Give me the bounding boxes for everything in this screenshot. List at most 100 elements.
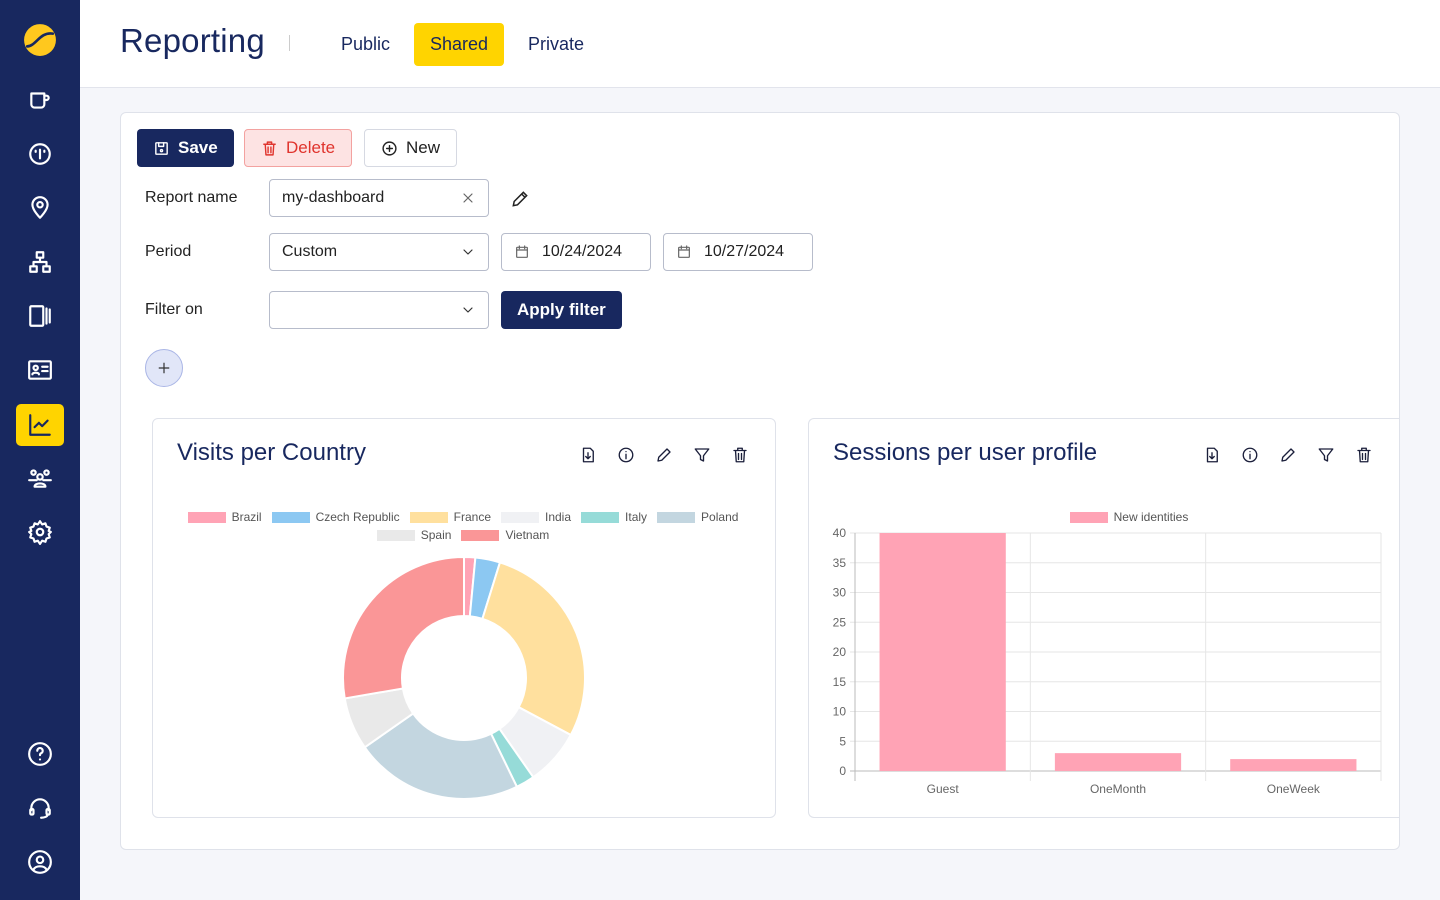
- support-icon[interactable]: [16, 787, 64, 829]
- cup-icon[interactable]: [16, 79, 64, 121]
- period-label: Period: [145, 243, 192, 260]
- legend-item[interactable]: Spain: [376, 528, 451, 542]
- legend-label: India: [545, 510, 572, 524]
- legend-swatch: [376, 529, 415, 541]
- delete-button[interactable]: Delete: [244, 129, 353, 167]
- y-tick-label: 5: [839, 734, 846, 748]
- chart-legend: New identities: [809, 510, 1399, 524]
- add-widget-button[interactable]: [145, 349, 183, 387]
- y-tick-label: 10: [833, 705, 847, 719]
- info-icon[interactable]: [615, 444, 637, 466]
- legend-label: New identities: [1113, 510, 1189, 524]
- widget-title: Sessions per user profile: [833, 439, 1098, 466]
- x-tick-label: Guest: [927, 782, 960, 796]
- save-label: Save: [178, 138, 218, 157]
- bar-chart: 0 5 10 15 20 25 30 35 40 Guest OneMonth OneWeek: [833, 526, 1382, 796]
- legend-item[interactable]: Czech Republic: [271, 510, 400, 524]
- sidebar: [0, 0, 80, 900]
- location-icon[interactable]: [16, 187, 64, 229]
- bar-oneweek[interactable]: [1230, 759, 1357, 771]
- legend-swatch: [657, 511, 696, 523]
- top-bar: Reporting Public Shared Private: [80, 0, 1440, 88]
- donut-slice-france[interactable]: [481, 561, 586, 737]
- legend-item[interactable]: Poland: [657, 510, 738, 524]
- settings-icon[interactable]: [16, 511, 64, 553]
- widget-actions: [1201, 444, 1375, 466]
- y-tick-label: 30: [833, 586, 847, 600]
- filter-select[interactable]: [269, 291, 489, 329]
- calendar-icon: [678, 245, 690, 258]
- legend-label: France: [453, 510, 491, 524]
- save-button[interactable]: Save: [137, 129, 234, 167]
- widget-sessions-per-user-profile: Sessions per user profile New identities…: [808, 418, 1399, 818]
- y-tick-label: 25: [833, 615, 847, 629]
- chart-icon[interactable]: [16, 404, 64, 446]
- info-icon[interactable]: [1239, 444, 1261, 466]
- save-icon: [155, 141, 168, 155]
- help-icon[interactable]: [16, 733, 64, 775]
- network-icon[interactable]: [16, 241, 64, 283]
- filter-icon[interactable]: [691, 444, 713, 466]
- report-name-input[interactable]: my-dashboard: [269, 179, 489, 217]
- report-name-value: my-dashboard: [282, 189, 385, 206]
- export-icon[interactable]: [577, 444, 599, 466]
- legend-label: Poland: [701, 510, 739, 524]
- account-icon[interactable]: [16, 841, 64, 883]
- new-button[interactable]: New: [364, 129, 458, 167]
- legend-label: Czech Republic: [315, 510, 400, 524]
- filter-icon[interactable]: [1315, 444, 1337, 466]
- period-select[interactable]: Custom: [269, 233, 489, 271]
- export-icon[interactable]: [1201, 444, 1223, 466]
- report-panel: Save Delete New Report name my-dashboard…: [120, 112, 1400, 850]
- dashboard-icon[interactable]: [16, 133, 64, 175]
- id-card-icon[interactable]: [16, 349, 64, 391]
- x-tick-label: OneMonth: [1090, 782, 1146, 796]
- delete-label: Delete: [286, 138, 336, 157]
- edit-name-icon[interactable]: [510, 189, 530, 209]
- edit-icon[interactable]: [1277, 444, 1299, 466]
- tab-private[interactable]: Private: [528, 34, 585, 54]
- x-tick-label: OneWeek: [1267, 782, 1321, 796]
- start-date-input[interactable]: 10/24/2024: [501, 233, 651, 271]
- chevron-down-icon: [463, 307, 473, 313]
- legend-label: Vietnam: [505, 528, 550, 542]
- tab-public[interactable]: Public: [341, 34, 391, 54]
- plus-circle-icon: [382, 140, 397, 156]
- logo-icon[interactable]: [16, 19, 64, 61]
- widget-visits-per-country: Visits per Country Brazil Czech Republic F…: [152, 418, 776, 818]
- legend-swatch: [461, 529, 500, 541]
- tab-shared[interactable]: Shared: [414, 23, 505, 66]
- delete-icon[interactable]: [1353, 444, 1375, 466]
- legend-item[interactable]: India: [501, 510, 571, 524]
- legend-label: Italy: [625, 510, 648, 524]
- devices-icon[interactable]: [16, 295, 64, 337]
- clear-icon[interactable]: [460, 190, 476, 206]
- legend-item[interactable]: New identities: [1069, 510, 1189, 524]
- bar-onemonth[interactable]: [1054, 753, 1182, 771]
- filter-label: Filter on: [145, 301, 203, 318]
- apply-filter-button[interactable]: Apply filter: [501, 291, 622, 329]
- legend-swatch: [187, 511, 226, 523]
- legend-item[interactable]: Italy: [581, 510, 647, 524]
- bar-guest[interactable]: [879, 533, 1006, 771]
- legend-item[interactable]: Vietnam: [461, 528, 549, 542]
- legend-swatch: [1069, 511, 1108, 523]
- users-icon[interactable]: [16, 457, 64, 499]
- donut-slice-poland[interactable]: [363, 712, 519, 800]
- donut-slice-vietnam[interactable]: [342, 555, 465, 700]
- end-date-value: 10/27/2024: [704, 243, 785, 260]
- chevron-down-icon: [463, 249, 473, 255]
- delete-icon[interactable]: [729, 444, 751, 466]
- widget-title: Visits per Country: [177, 439, 366, 466]
- legend-swatch: [271, 511, 310, 523]
- y-tick-label: 40: [833, 526, 847, 540]
- widget-actions: [577, 444, 751, 466]
- legend-item[interactable]: Brazil: [187, 510, 262, 524]
- new-label: New: [406, 138, 441, 157]
- end-date-input[interactable]: 10/27/2024: [663, 233, 813, 271]
- legend-item[interactable]: France: [409, 510, 491, 524]
- y-tick-label: 0: [839, 764, 846, 778]
- chart-legend: Brazil Czech Republic France India Italy Pola…: [173, 510, 753, 542]
- edit-icon[interactable]: [653, 444, 675, 466]
- y-tick-label: 15: [833, 675, 847, 689]
